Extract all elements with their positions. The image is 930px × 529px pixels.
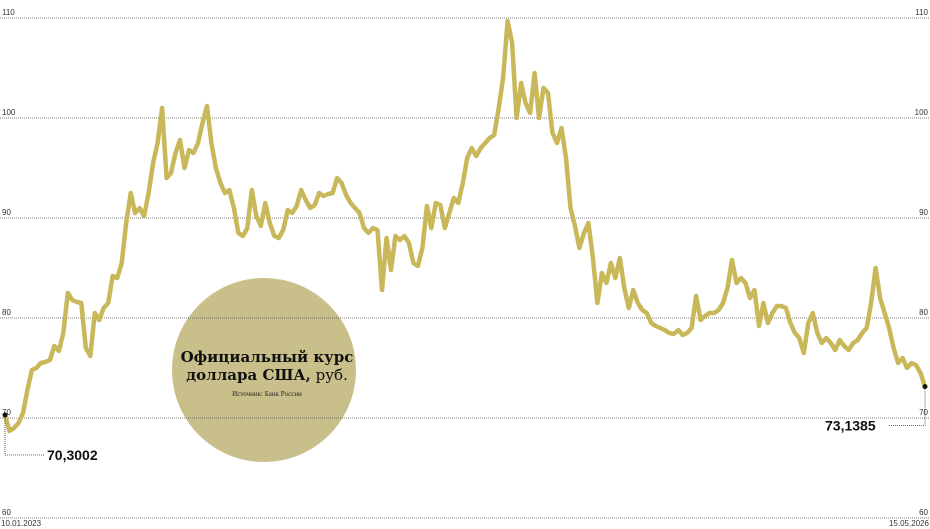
y-tick-label: 100 (2, 108, 16, 117)
leader-line (888, 386, 926, 427)
y-tick-label-right: 80 (919, 308, 928, 317)
y-tick-label: 80 (2, 308, 11, 317)
leader-line (4, 414, 45, 456)
y-tick-label: 70 (2, 408, 11, 417)
line (2, 18, 928, 434)
y-tick-label-right: 100 (915, 108, 929, 117)
y-tick-label: 60 (2, 508, 11, 517)
chart-title-block: Официальный курс доллара США, руб. (178, 348, 356, 384)
y-tick-label: 110 (2, 8, 15, 17)
x-tick-label: 10.01.2023 (1, 519, 42, 528)
y-tick-label-right: 90 (919, 208, 928, 217)
y-tick-label-right: 70 (919, 408, 928, 417)
y-tick-label: 90 (2, 208, 11, 217)
x-tick-label: 15.05.2026 (889, 519, 930, 528)
y-tick-label-right: 110 (915, 8, 928, 17)
unit: руб. (315, 366, 348, 384)
value-label: 73,1385 (825, 418, 876, 434)
chart-title: Официальный курс доллара США, (180, 348, 354, 384)
value-label: 70,3002 (47, 447, 98, 463)
y-tick-label-right: 60 (919, 508, 928, 517)
title-circle (172, 278, 356, 462)
source: Источник: Банк России (232, 390, 302, 398)
